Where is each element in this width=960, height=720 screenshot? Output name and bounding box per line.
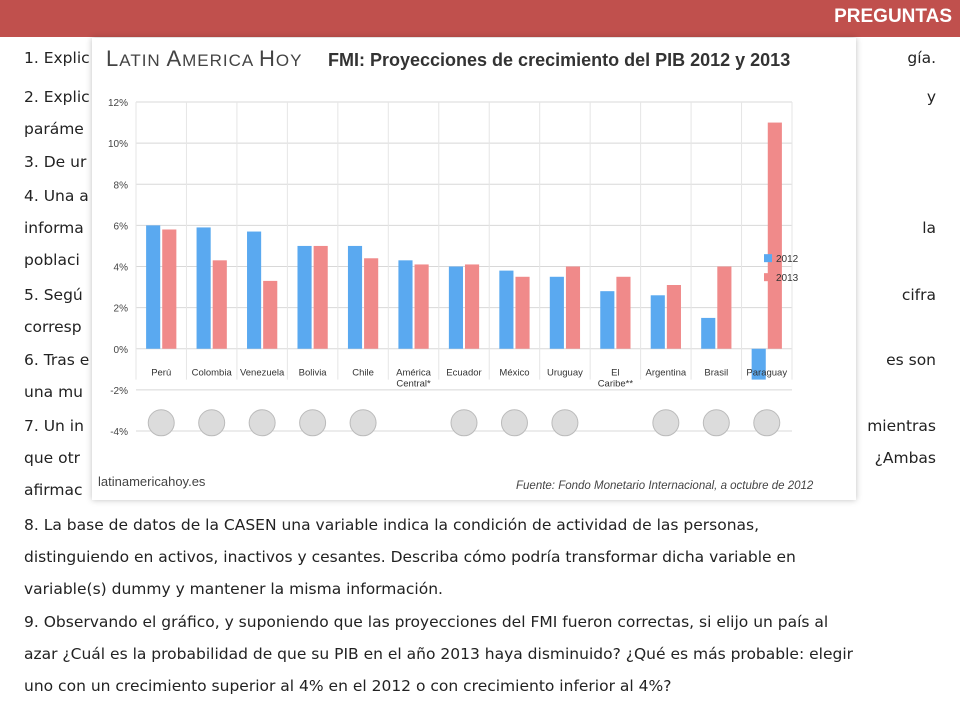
bar-2013-3 — [313, 245, 328, 349]
x-tick-label: Paraguay — [746, 367, 787, 378]
bar-2013-11 — [717, 266, 732, 349]
bar-2013-0 — [162, 229, 177, 349]
flag-icon — [147, 409, 175, 437]
chart-site: latinamericahoy.es — [98, 474, 206, 489]
flag-icon — [702, 409, 730, 437]
flag-icon — [248, 409, 276, 437]
question-5: 5. Segú cifra corresp — [24, 286, 936, 336]
flag-icon — [299, 409, 327, 437]
bar-2012-5 — [398, 260, 413, 349]
bar-2013-2 — [263, 280, 278, 349]
question-2: 2. Explic y paráme — [24, 88, 936, 138]
header-title: PREGUNTAS — [834, 6, 952, 27]
question-3: 3. De ur — [24, 153, 87, 171]
legend-label: 2012 — [776, 254, 799, 265]
bar-2013-5 — [414, 264, 429, 349]
bar-2012-4 — [347, 245, 363, 349]
bar-2013-1 — [212, 260, 227, 349]
bar-2013-10 — [666, 285, 681, 349]
flag-icon — [652, 409, 680, 437]
legend-swatch — [764, 254, 772, 263]
y-tick-label: 8% — [114, 180, 129, 191]
question-6: 6. Tras e es son una mu — [24, 351, 936, 401]
bar-2013-8 — [565, 266, 581, 349]
y-tick-label: 4% — [114, 263, 129, 274]
header-bar: PREGUNTAS — [0, 0, 960, 37]
chart-source: Fuente: Fondo Monetario Internacional, a… — [516, 480, 814, 492]
x-tick-label: Venezuela — [240, 367, 285, 378]
x-tick-label: Brasil — [704, 367, 728, 378]
flag-icon — [500, 409, 528, 437]
x-tick-label: El Caribe** — [598, 367, 634, 389]
y-tick-label: 2% — [114, 304, 129, 315]
bar-2013-4 — [364, 258, 379, 349]
bar-2012-2 — [247, 231, 262, 349]
x-tick-label: Chile — [352, 367, 374, 378]
question-8: 8. La base de datos de la CASEN una vari… — [24, 516, 796, 598]
y-tick-label: 10% — [108, 139, 128, 150]
question-7: 7. Un in mientras que otr ¿Ambas afirmac — [24, 417, 936, 499]
x-tick-label: Uruguay — [547, 367, 583, 378]
bar-2012-9 — [600, 291, 615, 349]
bar-2012-6 — [448, 266, 463, 349]
x-tick-label: Colombia — [192, 367, 233, 378]
y-tick-label: 6% — [114, 221, 129, 232]
bar-2012-0 — [146, 225, 161, 349]
flag-icon — [349, 409, 377, 437]
x-tick-label: México — [499, 367, 529, 378]
flag-icon — [198, 409, 226, 437]
bar-2012-11 — [701, 317, 716, 349]
question-4: 4. Una a informa la poblaci — [24, 187, 936, 269]
bar-2012-7 — [499, 270, 514, 349]
bar-2013-7 — [515, 276, 530, 349]
flag-icon — [450, 409, 478, 437]
bar-2012-8 — [549, 276, 564, 349]
x-tick-label: Argentina — [646, 367, 687, 378]
x-tick-label: Bolivia — [299, 367, 328, 378]
flag-icon — [753, 409, 781, 437]
chart-brand: LATIN AMERICA HOY — [106, 46, 303, 71]
x-tick-label: Perú — [151, 367, 171, 378]
legend-label: 2013 — [776, 273, 799, 284]
flag-icon — [551, 409, 579, 437]
y-tick-label: 0% — [114, 345, 129, 356]
bar-2012-12 — [751, 348, 766, 380]
y-tick-label: -2% — [110, 386, 128, 397]
bar-2012-1 — [196, 227, 211, 349]
bar-2013-9 — [616, 276, 631, 349]
x-tick-label: América Central* — [396, 367, 432, 389]
bar-2013-12 — [767, 122, 782, 349]
bar-2012-3 — [297, 245, 312, 349]
bar-2013-6 — [465, 264, 480, 349]
gdp-chart: LATIN AMERICA HOY FMI: Proyecciones de c… — [92, 38, 856, 500]
question-1: 1. Explic gía. — [24, 49, 936, 67]
x-tick-label: Ecuador — [446, 367, 481, 378]
bar-2012-10 — [650, 295, 665, 349]
chart-plot: 12% 10% 8% 6% 4% 2% 0% -2% -4% Perú Colombia Venezu… — [108, 98, 799, 438]
y-tick-label: 12% — [108, 98, 128, 109]
chart-title: FMI: Proyecciones de crecimiento del PIB… — [328, 50, 791, 70]
legend-swatch — [764, 273, 772, 282]
y-tick-label: -4% — [110, 427, 128, 438]
question-9: 9. Observando el gráfico, y suponiendo q… — [24, 613, 854, 695]
